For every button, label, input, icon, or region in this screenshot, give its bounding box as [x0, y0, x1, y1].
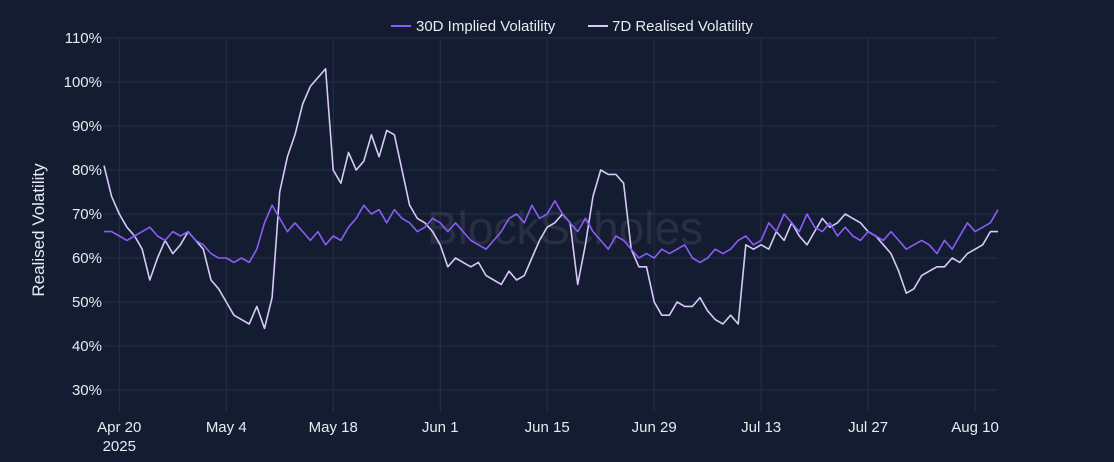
grid: [104, 37, 998, 412]
y-tick-label: 50%: [72, 294, 102, 311]
y-tick-label: 100%: [64, 74, 102, 91]
x-tick-label: May 4: [206, 419, 247, 436]
x-year-label: 2025: [103, 438, 136, 455]
legend: 30D Implied Volatility 7D Realised Volat…: [391, 18, 753, 35]
y-axis-ticks: 30% 40% 50% 60% 70% 80% 90% 100% 110%: [64, 30, 102, 399]
x-tick-label: Jun 29: [632, 419, 677, 436]
y-tick-label: 80%: [72, 162, 102, 179]
x-tick-label: Apr 20: [97, 419, 141, 436]
watermark-text: BlockScholes: [427, 202, 703, 254]
x-tick-label: Jun 15: [525, 419, 570, 436]
x-tick-label: May 18: [309, 419, 358, 436]
y-tick-label: 30%: [72, 382, 102, 399]
legend-label-implied: 30D Implied Volatility: [416, 18, 556, 35]
series-line-implied: [104, 200, 999, 264]
series-layer: [103, 68, 999, 330]
x-tick-label: Aug 10: [951, 419, 999, 436]
y-tick-label: 90%: [72, 118, 102, 135]
legend-label-realised: 7D Realised Volatility: [612, 18, 753, 35]
y-tick-label: 110%: [65, 30, 102, 47]
x-tick-label: Jun 1: [422, 419, 459, 436]
x-tick-label: Jul 13: [741, 419, 781, 436]
x-tick-label: Jul 27: [848, 419, 888, 436]
x-axis-ticks: Apr 20 2025 May 4 May 18 Jun 1 Jun 15 Jun 29 Ju…: [97, 419, 999, 455]
y-tick-label: 70%: [72, 206, 102, 223]
y-tick-label: 40%: [72, 338, 102, 355]
y-tick-label: 60%: [72, 250, 102, 267]
legend-item-realised[interactable]: 7D Realised Volatility: [588, 18, 753, 35]
y-axis-title: Realised Volatility: [29, 163, 48, 297]
legend-item-implied[interactable]: 30D Implied Volatility: [391, 18, 556, 35]
series-line-realised: [103, 68, 998, 330]
